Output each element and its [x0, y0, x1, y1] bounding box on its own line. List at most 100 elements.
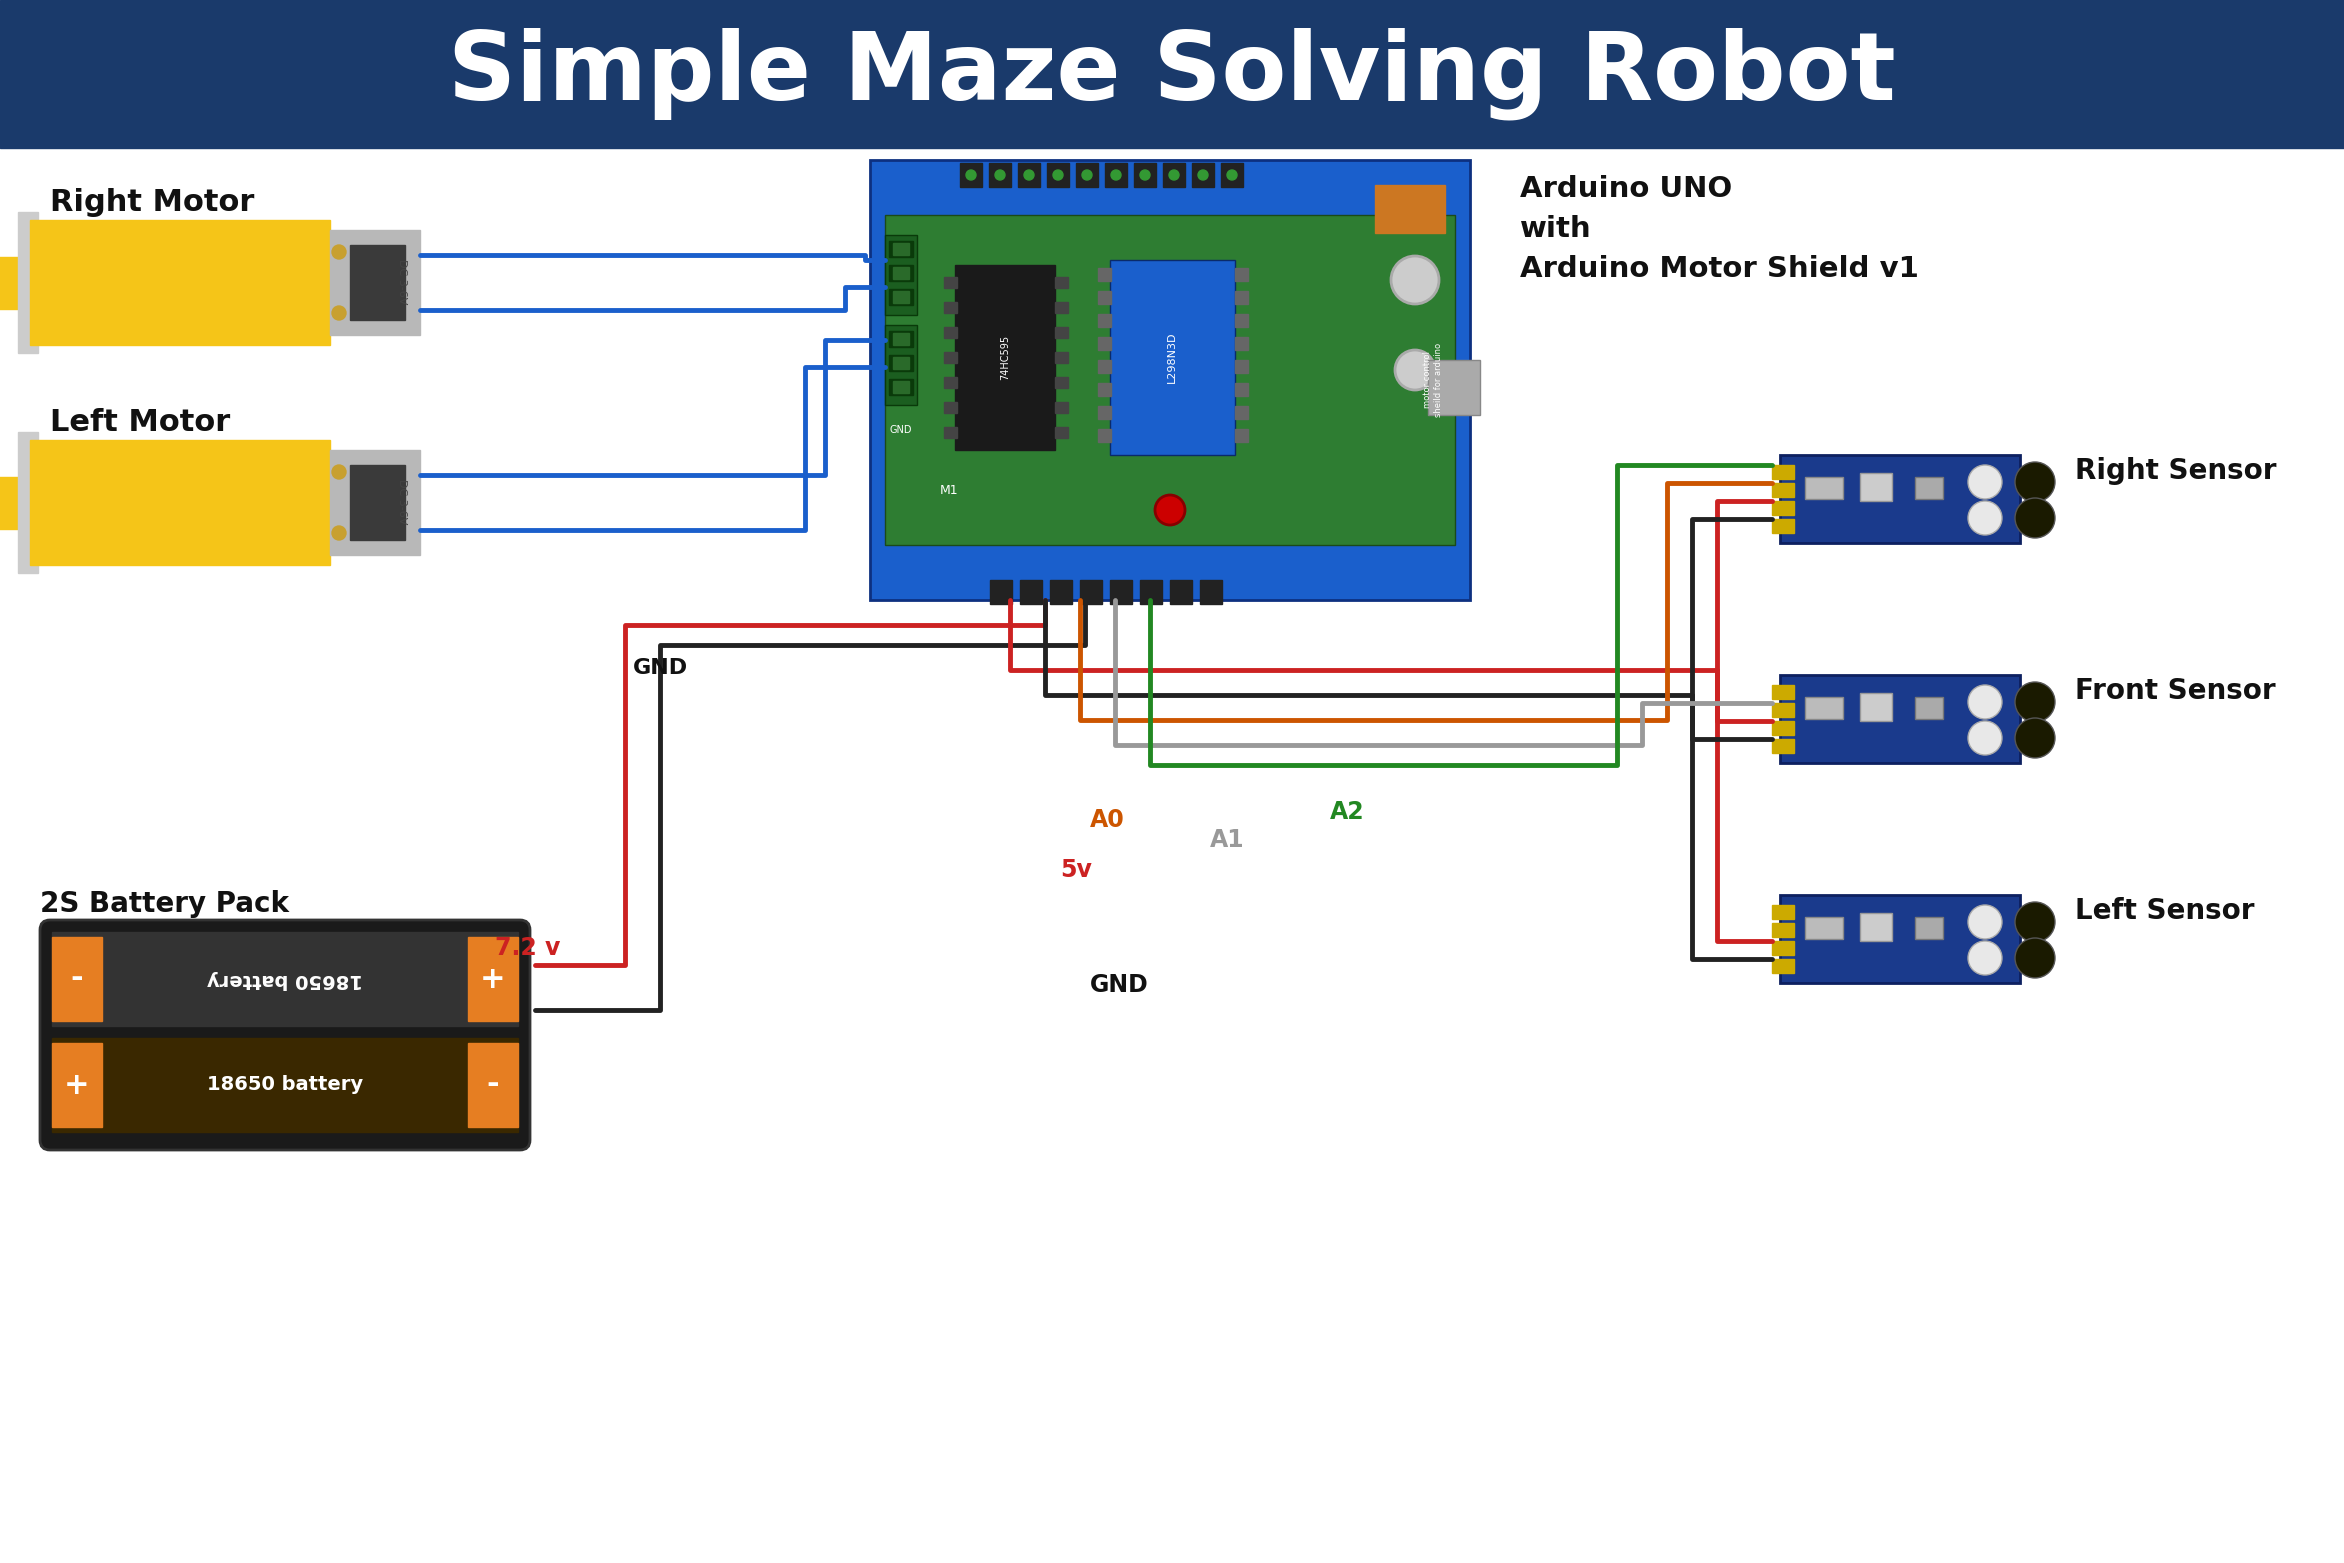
Text: A0: A0 [1090, 808, 1125, 832]
Text: DC 3-6V: DC 3-6V [396, 480, 408, 525]
Bar [945, 277, 956, 288]
Bar [945, 427, 956, 438]
Circle shape [1226, 170, 1238, 180]
Circle shape [1052, 170, 1062, 180]
Bar [1097, 267, 1111, 281]
Text: Right Motor: Right Motor [49, 188, 255, 217]
Bar [1861, 692, 1892, 721]
Bar [1805, 697, 1842, 719]
Bar [888, 241, 914, 256]
Bar [886, 216, 1456, 545]
Circle shape [333, 306, 347, 320]
Text: DC 3-6V: DC 3-6V [396, 259, 408, 305]
Bar [0, 0, 2344, 148]
Circle shape [1390, 256, 1439, 303]
Bar [888, 378, 914, 395]
Circle shape [2016, 717, 2056, 758]
Bar [1235, 383, 1247, 395]
Bar [1055, 402, 1069, 413]
Circle shape [1170, 170, 1179, 180]
Bar [1111, 259, 1235, 455]
Text: 18650 battery: 18650 battery [206, 969, 363, 988]
Bar [1772, 960, 1793, 974]
Text: 18650 battery: 18650 battery [206, 1075, 363, 1094]
Bar [52, 1043, 103, 1127]
Text: 2S Battery Pack: 2S Battery Pack [40, 889, 288, 917]
Circle shape [2016, 938, 2056, 978]
Circle shape [1969, 941, 2002, 975]
Bar [870, 159, 1470, 600]
Bar [1097, 314, 1111, 327]
Bar [30, 220, 331, 345]
Bar [52, 1038, 518, 1132]
Bar [1772, 483, 1793, 497]
Text: -: - [70, 964, 84, 994]
Bar [1235, 314, 1247, 327]
Bar [1235, 428, 1247, 442]
Bar [1772, 924, 1793, 936]
Bar [1193, 163, 1214, 188]
Circle shape [1083, 170, 1092, 180]
Bar [0, 477, 33, 528]
Bar [52, 932, 518, 1025]
Text: Simple Maze Solving Robot: Simple Maze Solving Robot [448, 28, 1896, 120]
Circle shape [1969, 685, 2002, 719]
Bar [469, 936, 518, 1021]
Circle shape [1198, 170, 1207, 180]
Bar [1235, 267, 1247, 281]
Bar [1427, 359, 1479, 416]
Bar [888, 266, 914, 281]
Bar [349, 466, 406, 539]
Circle shape [2016, 681, 2056, 722]
Text: +: + [63, 1071, 89, 1099]
Circle shape [1111, 170, 1120, 180]
Bar [886, 325, 917, 405]
Circle shape [333, 466, 347, 478]
Bar [52, 936, 103, 1021]
Text: A1: A1 [1210, 828, 1245, 852]
Bar [888, 355, 914, 370]
Bar [1048, 163, 1069, 188]
Text: Front Sensor: Front Sensor [2074, 677, 2276, 705]
Circle shape [1395, 350, 1435, 391]
Text: GND: GND [891, 425, 912, 435]
Circle shape [994, 170, 1006, 180]
Text: motor control
sheild for arduino: motor control sheild for arduino [1423, 342, 1442, 417]
Circle shape [1024, 170, 1034, 180]
Bar [1235, 406, 1247, 419]
Text: A2: A2 [1329, 800, 1364, 824]
Bar [469, 1043, 518, 1127]
Bar [945, 352, 956, 363]
Bar [19, 431, 38, 574]
Bar [1104, 163, 1127, 188]
Bar [331, 450, 420, 555]
Bar [1376, 184, 1444, 233]
Bar [1055, 302, 1069, 313]
Bar [1097, 406, 1111, 419]
FancyBboxPatch shape [40, 921, 530, 1150]
Bar [893, 333, 909, 345]
Bar [1081, 580, 1102, 603]
Bar [1235, 359, 1247, 374]
Bar [1779, 455, 2021, 542]
Bar [945, 327, 956, 338]
Bar [1235, 291, 1247, 303]
Bar [1097, 383, 1111, 395]
Bar [1055, 377, 1069, 388]
Bar [1915, 477, 1943, 499]
Circle shape [2016, 463, 2056, 502]
Bar [945, 377, 956, 388]
Circle shape [333, 527, 347, 539]
Bar [893, 267, 909, 280]
Text: +: + [481, 964, 506, 994]
Bar [1111, 580, 1132, 603]
Bar [1772, 739, 1793, 753]
Bar [893, 242, 909, 255]
Bar [1772, 685, 1793, 699]
Text: 7.2 v: 7.2 v [495, 936, 560, 960]
Text: Arduino Motor Shield v1: Arduino Motor Shield v1 [1519, 255, 1920, 283]
Circle shape [1139, 170, 1151, 180]
Bar [1915, 697, 1943, 719]
Bar [893, 356, 909, 369]
Bar [1097, 338, 1111, 350]
